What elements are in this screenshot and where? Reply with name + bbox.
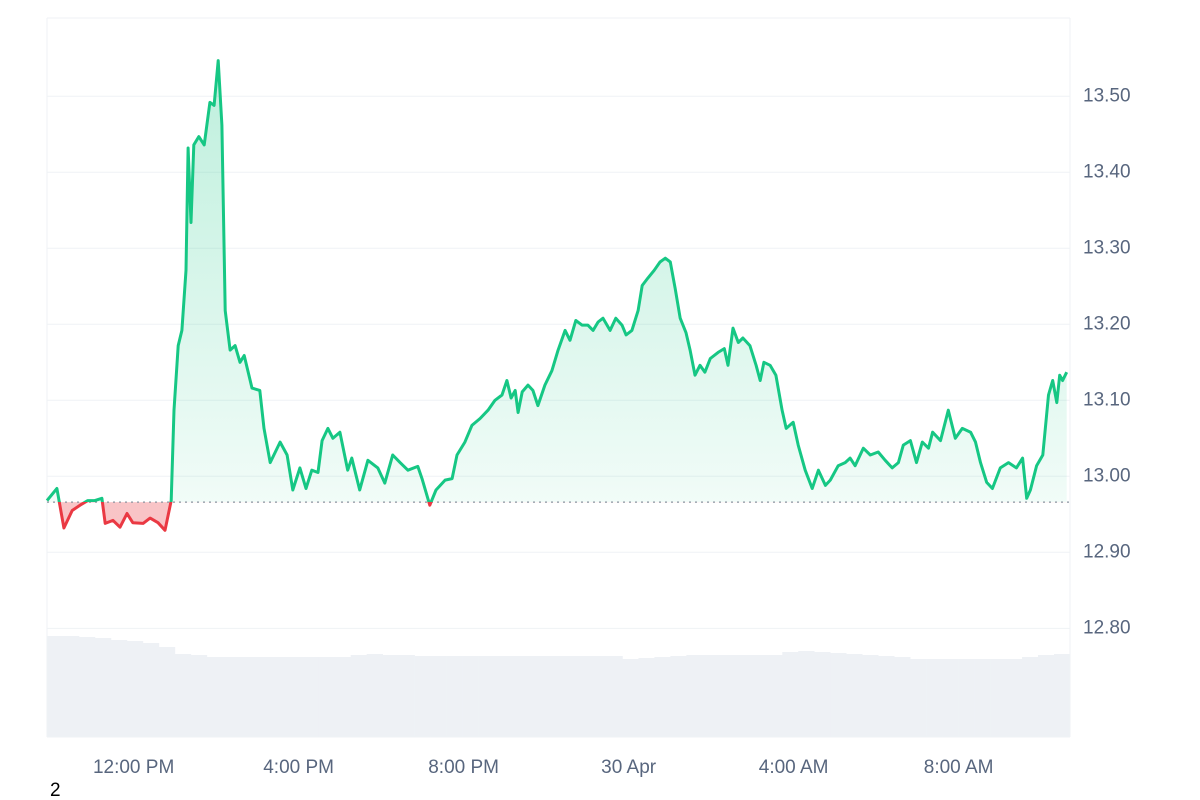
volume-bar xyxy=(798,651,815,737)
volume-bar xyxy=(78,637,96,737)
volume-bar xyxy=(462,656,479,737)
volume-bar xyxy=(526,656,543,737)
volume-bar xyxy=(286,657,304,737)
volume-bar xyxy=(126,641,144,737)
volume-bar xyxy=(718,655,735,737)
volume-bar xyxy=(590,656,607,737)
volume-bar xyxy=(1038,655,1055,737)
volume-bar xyxy=(606,656,623,737)
volume-bar xyxy=(558,656,575,737)
volume-bar xyxy=(1022,657,1039,737)
volume-bar xyxy=(990,659,1007,737)
y-tick-label: 13.30 xyxy=(1083,237,1131,258)
x-tick-label: 8:00 AM xyxy=(924,757,994,778)
volume-bar xyxy=(510,656,527,737)
volume-bar xyxy=(94,638,112,737)
volume-bar xyxy=(750,655,767,737)
volume-bar xyxy=(478,656,495,737)
volume-bar xyxy=(622,659,639,737)
volume-bar xyxy=(110,640,128,737)
y-tick-label: 12.80 xyxy=(1083,617,1131,638)
volume-bar xyxy=(814,652,831,737)
volume-bar xyxy=(686,655,703,737)
area xyxy=(47,60,1067,531)
volume-bar xyxy=(830,653,847,737)
x-tick-label: 8:00 PM xyxy=(428,757,499,778)
volume-bar xyxy=(974,659,991,737)
x-tick-label: 4:00 PM xyxy=(263,757,334,778)
volume-bar xyxy=(894,657,911,737)
volume-bar xyxy=(142,643,160,737)
volume-bar xyxy=(238,657,256,737)
volume-bar xyxy=(670,656,687,737)
y-tick-label: 12.90 xyxy=(1083,541,1131,562)
volume-bar xyxy=(158,647,176,737)
volume-bar xyxy=(446,656,463,737)
volume-bar xyxy=(190,655,208,737)
volume-bar xyxy=(318,657,336,737)
volume-bar xyxy=(254,657,272,737)
volume-bar xyxy=(926,659,943,737)
volume-bar xyxy=(1054,654,1071,737)
volume-bar xyxy=(846,654,863,737)
volume-bar xyxy=(574,656,591,737)
volume-bar xyxy=(174,654,192,737)
volume-bar xyxy=(334,657,352,737)
y-tick-label: 13.00 xyxy=(1083,465,1131,486)
volume-bar xyxy=(862,655,879,737)
volume-bar xyxy=(62,636,80,737)
volume-bar xyxy=(350,655,367,737)
price-line xyxy=(45,59,1069,532)
volume-bar xyxy=(542,656,559,737)
volume-bar xyxy=(910,659,927,737)
y-tick-label: 13.20 xyxy=(1083,313,1131,334)
volume-bar xyxy=(398,655,415,737)
x-tick-label: 30 Apr xyxy=(601,757,657,778)
volume-bar xyxy=(654,657,671,737)
volume-bar xyxy=(942,659,959,737)
volume-bar xyxy=(702,655,719,737)
volume-bar xyxy=(958,659,975,737)
x-tick-label: 12:00 PM xyxy=(93,757,174,778)
volume-bar xyxy=(766,655,783,737)
footer-note: 2 xyxy=(50,780,61,800)
volume-bar xyxy=(270,657,288,737)
volume-bar xyxy=(782,652,799,737)
x-tick-label: 4:00 AM xyxy=(759,757,829,778)
volume-bar xyxy=(206,657,224,737)
volume-bar xyxy=(302,657,320,737)
volume-bar xyxy=(1006,659,1023,737)
volume-bar xyxy=(734,655,751,737)
volume-bar xyxy=(878,656,895,737)
volume-bar xyxy=(366,654,383,737)
y-tick-label: 13.50 xyxy=(1083,85,1131,106)
volume-bar xyxy=(222,657,240,737)
volume-bar xyxy=(414,656,431,737)
volume-bars xyxy=(47,636,1071,737)
volume-bar xyxy=(430,656,447,737)
volume-bar xyxy=(47,636,64,737)
y-tick-label: 13.40 xyxy=(1083,161,1131,182)
plot xyxy=(45,59,1070,532)
volume-bar xyxy=(638,658,655,737)
volume-bar xyxy=(382,655,399,737)
volume-bar xyxy=(494,656,511,737)
y-tick-label: 13.10 xyxy=(1083,389,1131,410)
